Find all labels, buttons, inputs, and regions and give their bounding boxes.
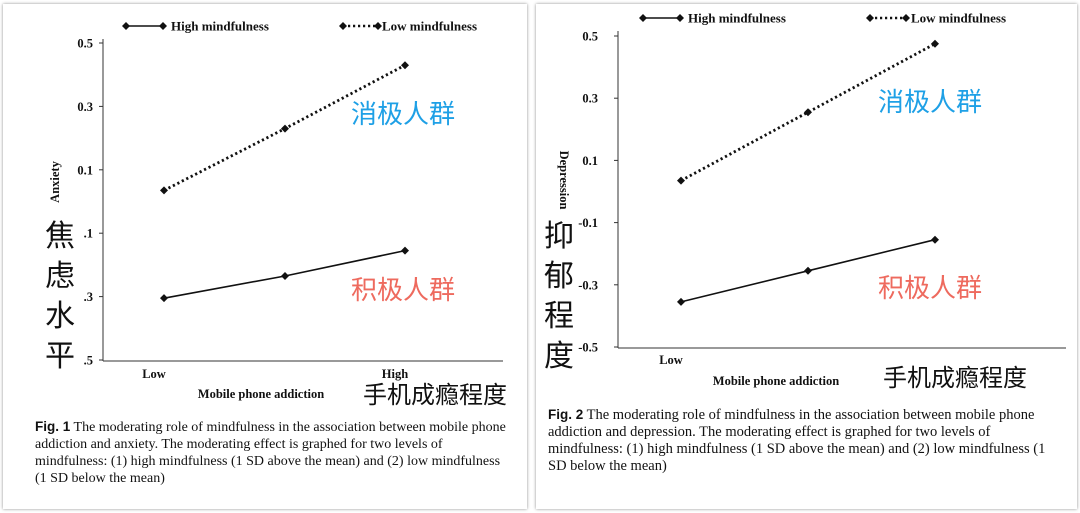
annotation-y-axis-cn-3: 水 — [45, 299, 75, 334]
annotation-y-axis-cn-4: 平 — [45, 339, 75, 374]
data-point — [401, 61, 409, 70]
annotation-positive-group: 积极人群 — [878, 274, 982, 304]
y-tick-label: 0.3 — [582, 92, 598, 106]
legend-marker-low — [374, 22, 382, 30]
legend-label-high: High mindfulness — [171, 19, 269, 34]
annotation-negative-group: 消极人群 — [878, 88, 982, 118]
y-axis-title: Depression — [557, 151, 571, 210]
legend-label-high: High mindfulness — [688, 11, 786, 26]
data-point — [281, 124, 289, 133]
legend-marker-low — [902, 14, 910, 22]
caption-text: The moderating role of mindfulness in th… — [548, 407, 1046, 474]
figure-label: Fig. 1 — [35, 419, 71, 434]
legend-marker-high — [676, 14, 684, 22]
data-point — [160, 186, 168, 195]
x-axis-title: Mobile phone addiction — [198, 387, 324, 401]
annotation-y-axis-cn-3: 程 — [544, 299, 574, 334]
y-tick-label: -0.3 — [578, 278, 598, 292]
annotation-x-axis-cn: 手机成瘾程度 — [363, 381, 507, 409]
figure-1-caption: Fig. 1 The moderating role of mindfulnes… — [35, 418, 513, 487]
legend: High mindfulness Low mindfulness — [639, 11, 1006, 26]
y-axis-title: Anxiety — [48, 160, 62, 202]
figure-2-chart: High mindfulness Low mindfulness 0.5 0.3 0… — [544, 11, 1066, 392]
y-tick-label: .3 — [84, 290, 93, 304]
y-tick-label: 0.1 — [77, 163, 93, 177]
legend-marker-high — [122, 22, 130, 30]
annotation-x-axis-cn: 手机成瘾程度 — [883, 364, 1027, 392]
x-tick-label: Low — [142, 367, 166, 381]
figure-1-chart: High mindfulness Low mindfulness 0.5 0.3 0… — [45, 19, 507, 410]
data-point — [160, 294, 168, 303]
y-tick-label: 0.1 — [582, 154, 598, 168]
figure-label: Fig. 2 — [548, 407, 584, 422]
legend-marker-high — [639, 14, 647, 22]
series-line-low-mindfulness — [680, 42, 936, 182]
data-point — [804, 266, 812, 275]
figure-2-panel: High mindfulness Low mindfulness 0.5 0.3 0… — [536, 4, 1077, 509]
annotation-negative-group: 消极人群 — [351, 100, 455, 130]
y-tick-label: 0.3 — [77, 100, 93, 114]
annotation-y-axis-cn-2: 虑 — [45, 259, 75, 294]
legend-label-low: Low mindfulness — [911, 11, 1006, 26]
y-tick-label: .5 — [84, 354, 93, 368]
data-point — [281, 271, 289, 280]
annotation-positive-group: 积极人群 — [351, 276, 455, 306]
figure-1-panel: High mindfulness Low mindfulness 0.5 0.3 0… — [3, 4, 527, 509]
legend-label-low: Low mindfulness — [382, 19, 477, 34]
annotation-y-axis-cn-1: 焦 — [45, 219, 75, 254]
legend-marker-low — [339, 22, 347, 30]
legend: High mindfulness Low mindfulness — [122, 19, 477, 34]
y-tick-label: -0.1 — [578, 216, 598, 230]
y-tick-label: 0.5 — [77, 37, 93, 51]
legend-marker-low — [866, 14, 874, 22]
data-point — [931, 235, 939, 244]
data-point — [677, 176, 685, 185]
annotation-y-axis-cn-2: 郁 — [544, 259, 574, 294]
figure-2-caption: Fig. 2 The moderating role of mindfulnes… — [548, 406, 1054, 475]
data-point — [401, 246, 409, 255]
legend-marker-high — [159, 22, 167, 30]
annotation-y-axis-cn-1: 抑 — [544, 219, 574, 254]
y-tick-label: .1 — [84, 227, 93, 241]
x-axis-title: Mobile phone addiction — [713, 374, 839, 388]
data-point — [804, 108, 812, 117]
annotation-y-axis-cn-4: 度 — [544, 339, 574, 374]
x-tick-label: Low — [659, 353, 683, 367]
data-point — [677, 297, 685, 306]
caption-text: The moderating role of mindfulness in th… — [35, 420, 506, 486]
y-tick-label: 0.5 — [582, 30, 598, 44]
data-point — [931, 39, 939, 48]
x-tick-label: High — [382, 367, 408, 381]
y-tick-label: -0.5 — [578, 341, 598, 355]
